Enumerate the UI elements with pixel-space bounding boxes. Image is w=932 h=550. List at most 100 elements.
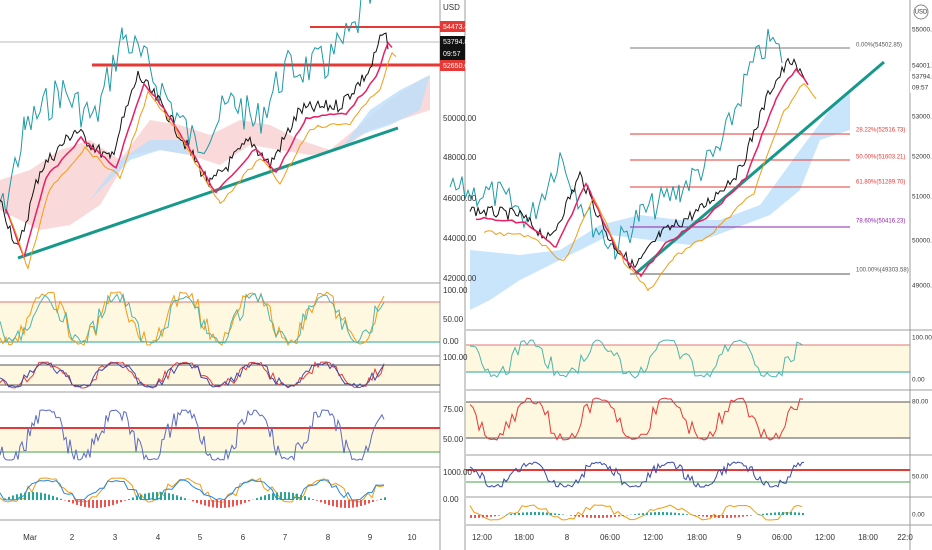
- histogram-bar: [332, 500, 334, 507]
- histogram-bar: [550, 512, 552, 515]
- histogram-bar: [498, 515, 500, 516]
- histogram-bar: [36, 492, 38, 500]
- time-axis-label: 4: [156, 533, 161, 542]
- trendline: [17, 126, 399, 260]
- histogram-bar: [486, 515, 488, 518]
- indicator-axis-label: 0.00: [912, 512, 925, 519]
- histogram-bar: [758, 514, 760, 515]
- histogram-bar: [646, 512, 648, 515]
- histogram-bar: [200, 500, 202, 505]
- indicator-axis-label: 50.00: [912, 474, 929, 481]
- time-axis-label: 8: [326, 533, 331, 542]
- histogram-bar: [212, 500, 214, 508]
- histogram-bar: [124, 500, 126, 501]
- histogram-bar: [790, 512, 792, 515]
- histogram-bar: [72, 500, 74, 504]
- histogram-bar: [666, 512, 668, 515]
- histogram-bar: [618, 515, 620, 517]
- oscillator-line: [0, 477, 385, 503]
- histogram-bar: [730, 515, 732, 518]
- time-axis-label: 7: [283, 533, 288, 542]
- fib-label: 0.00%(54502.85): [856, 43, 902, 49]
- indicator-axis-label: 100.00: [912, 335, 932, 342]
- histogram-bar: [686, 514, 688, 515]
- price-line: [469, 57, 805, 270]
- histogram-bar: [526, 512, 528, 515]
- histogram-bar: [80, 500, 82, 507]
- histogram-bar: [726, 515, 728, 518]
- indicator-axis-label: 80.00: [912, 399, 929, 406]
- currency-badge[interactable]: [913, 4, 929, 20]
- histogram-bar: [16, 494, 18, 500]
- osc-band: [0, 365, 440, 385]
- histogram-bar: [384, 497, 386, 500]
- histogram-bar: [160, 492, 162, 500]
- price-axis-label: 42000.00: [443, 274, 477, 283]
- time-axis-label: 9: [737, 533, 742, 542]
- histogram-bar: [542, 512, 544, 515]
- histogram-bar: [782, 512, 784, 515]
- price-axis-label: 55000.00: [912, 27, 932, 34]
- histogram-bar: [702, 515, 704, 517]
- histogram-bar: [232, 500, 234, 507]
- histogram-bar: [324, 500, 326, 504]
- histogram-bar: [312, 499, 314, 500]
- time-axis-label: 2: [70, 533, 75, 542]
- histogram-bar: [136, 496, 138, 500]
- histogram-bar: [100, 500, 102, 508]
- histogram-bar: [132, 497, 134, 500]
- histogram-bar: [364, 500, 366, 505]
- histogram-bar: [614, 515, 616, 517]
- histogram-bar: [706, 515, 708, 518]
- histogram-bar: [650, 512, 652, 515]
- price-tag-label: 53794.80: [443, 39, 472, 46]
- histogram-bar: [76, 500, 78, 505]
- price-tag-label: 09:57: [443, 51, 461, 58]
- time-axis-label: 12:00: [472, 533, 493, 542]
- histogram-bar: [514, 513, 516, 515]
- histogram-bar: [554, 513, 556, 515]
- time-axis-label: 12:00: [643, 533, 664, 542]
- histogram-bar: [698, 515, 700, 517]
- price-tag-label: 52650.00: [443, 63, 472, 70]
- time-axis-label: 18:00: [514, 533, 535, 542]
- oscillator-line: [0, 362, 385, 388]
- histogram-bar: [328, 500, 330, 506]
- histogram-bar: [260, 496, 262, 500]
- histogram-bar: [112, 500, 114, 506]
- fib-label: 28.22%(52516.73): [856, 128, 905, 134]
- histogram-bar: [8, 496, 10, 500]
- histogram-bar: [300, 494, 302, 500]
- histogram-bar: [638, 513, 640, 515]
- histogram-bar: [52, 495, 54, 500]
- time-axis-label: 10: [408, 533, 417, 542]
- histogram-bar: [140, 494, 142, 500]
- histogram-bar: [562, 514, 564, 515]
- histogram-bar: [586, 515, 588, 518]
- price-tag-label: 54001.00: [912, 63, 932, 70]
- histogram-bar: [734, 515, 736, 518]
- oscillator-line: [469, 397, 804, 441]
- histogram-bar: [4, 498, 6, 500]
- histogram-bar: [802, 512, 804, 515]
- histogram-bar: [534, 512, 536, 515]
- histogram-bar: [678, 513, 680, 515]
- ma-line: [5, 41, 393, 260]
- indicator-axis-label: 50.00: [443, 435, 464, 444]
- histogram-bar: [216, 500, 218, 508]
- histogram-bar: [750, 515, 752, 516]
- histogram-bar: [104, 500, 106, 508]
- histogram-bar: [20, 493, 22, 500]
- histogram-bar: [494, 515, 496, 517]
- histogram-bar: [582, 515, 584, 518]
- indicator-axis-label: 100.00: [443, 286, 468, 295]
- time-axis-label: 06:00: [600, 533, 621, 542]
- time-axis-label: 8: [565, 533, 570, 542]
- oscillator-line: [469, 339, 804, 379]
- histogram-bar: [674, 512, 676, 515]
- histogram-bar: [336, 500, 338, 508]
- indicator-axis-label: 1000.00: [443, 468, 472, 477]
- osc-band: [466, 345, 910, 372]
- histogram-bar: [272, 493, 274, 500]
